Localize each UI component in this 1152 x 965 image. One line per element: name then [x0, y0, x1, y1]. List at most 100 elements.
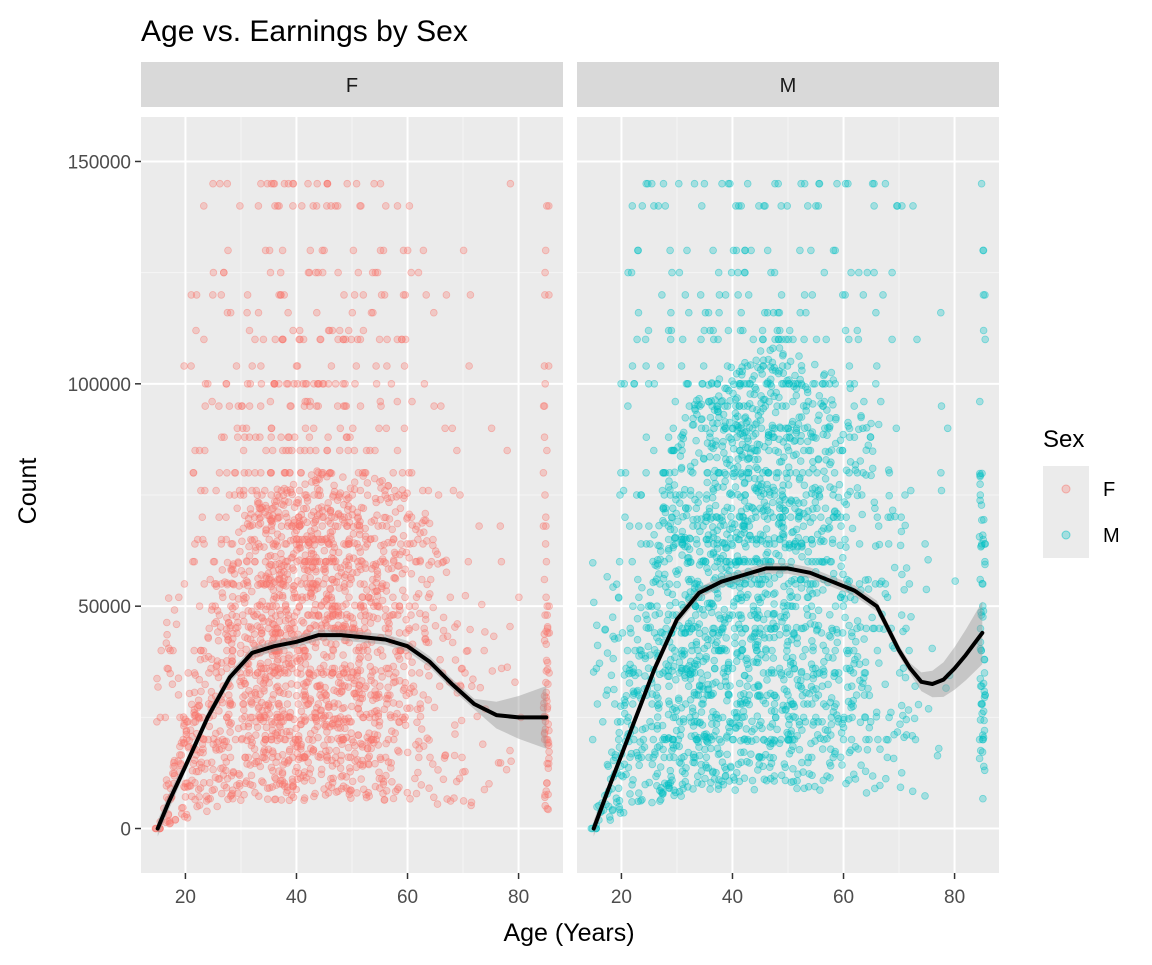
- data-point: [713, 453, 721, 462]
- data-point: [868, 464, 877, 473]
- data-point: [413, 705, 422, 714]
- data-point: [344, 561, 353, 570]
- data-point: [690, 179, 699, 188]
- data-point: [873, 513, 882, 521]
- data-point: [589, 668, 598, 676]
- data-point: [214, 628, 222, 636]
- data-point: [353, 789, 361, 797]
- data-point: [223, 558, 232, 567]
- data-point: [765, 468, 773, 477]
- data-point: [541, 540, 550, 548]
- data-point: [298, 617, 306, 625]
- data-point: [415, 669, 424, 677]
- data-point: [238, 715, 246, 723]
- data-point: [398, 586, 407, 595]
- data-point: [828, 535, 837, 544]
- data-point: [270, 379, 278, 388]
- data-point: [348, 510, 357, 519]
- data-point: [649, 557, 657, 566]
- data-point: [900, 585, 908, 594]
- data-point: [331, 202, 340, 210]
- data-point: [274, 508, 283, 517]
- data-point: [383, 362, 391, 370]
- data-point: [503, 446, 512, 455]
- data-point: [287, 402, 295, 410]
- data-point: [245, 567, 254, 575]
- data-point: [862, 789, 871, 797]
- data-point: [377, 291, 386, 299]
- data-point: [373, 614, 382, 623]
- data-point: [539, 703, 548, 712]
- data-point: [775, 326, 784, 335]
- data-point: [319, 468, 327, 477]
- data-point: [294, 700, 303, 708]
- data-point: [224, 743, 233, 752]
- data-point: [273, 713, 281, 722]
- data-point: [280, 782, 289, 791]
- data-point: [853, 484, 862, 492]
- data-point: [374, 741, 383, 749]
- data-point: [670, 653, 679, 662]
- data-point: [368, 268, 377, 277]
- data-point: [541, 725, 550, 733]
- data-point: [341, 587, 349, 595]
- data-point: [293, 646, 302, 655]
- data-point: [344, 540, 353, 548]
- data-point: [814, 455, 823, 463]
- data-point: [380, 705, 389, 714]
- data-point: [350, 291, 359, 299]
- data-point: [392, 647, 400, 656]
- data-point: [729, 735, 737, 744]
- data-point: [684, 308, 693, 317]
- data-point: [177, 738, 186, 747]
- data-point: [268, 519, 277, 527]
- data-point: [772, 549, 780, 558]
- data-point: [875, 540, 884, 549]
- data-point: [267, 615, 276, 623]
- data-point: [385, 624, 393, 633]
- data-point: [284, 379, 292, 388]
- data-point: [297, 468, 306, 477]
- data-point: [725, 525, 734, 534]
- data-point: [871, 379, 880, 388]
- data-point: [203, 807, 211, 816]
- data-point: [821, 474, 830, 483]
- data-point: [304, 678, 312, 686]
- data-point: [466, 625, 474, 634]
- data-point: [543, 702, 552, 711]
- data-point: [775, 344, 784, 352]
- data-point: [852, 691, 861, 699]
- data-point: [684, 504, 692, 513]
- data-point: [366, 662, 375, 671]
- data-point: [403, 748, 412, 757]
- data-point: [868, 447, 877, 456]
- data-point: [328, 527, 337, 536]
- data-point: [226, 700, 235, 708]
- data-point: [312, 622, 320, 630]
- data-point: [766, 689, 775, 698]
- data-point: [288, 446, 296, 455]
- data-point: [281, 509, 290, 518]
- x-tick-label: 80: [508, 887, 529, 908]
- data-point: [789, 700, 798, 708]
- data-point: [289, 793, 298, 802]
- data-point: [643, 179, 652, 188]
- data-point: [359, 642, 368, 650]
- data-point: [293, 763, 301, 772]
- data-point: [281, 602, 290, 610]
- data-point: [292, 499, 301, 507]
- data-point: [706, 433, 714, 442]
- data-point: [809, 433, 818, 442]
- data-point: [921, 540, 929, 548]
- data-point: [256, 713, 265, 722]
- data-point: [425, 784, 433, 792]
- data-point: [543, 629, 552, 637]
- data-point: [788, 602, 797, 610]
- data-point: [731, 786, 739, 794]
- data-point: [190, 646, 199, 655]
- data-point: [868, 179, 877, 188]
- data-point: [710, 656, 718, 665]
- data-point: [285, 796, 294, 805]
- data-point: [367, 744, 376, 753]
- data-point: [293, 775, 302, 783]
